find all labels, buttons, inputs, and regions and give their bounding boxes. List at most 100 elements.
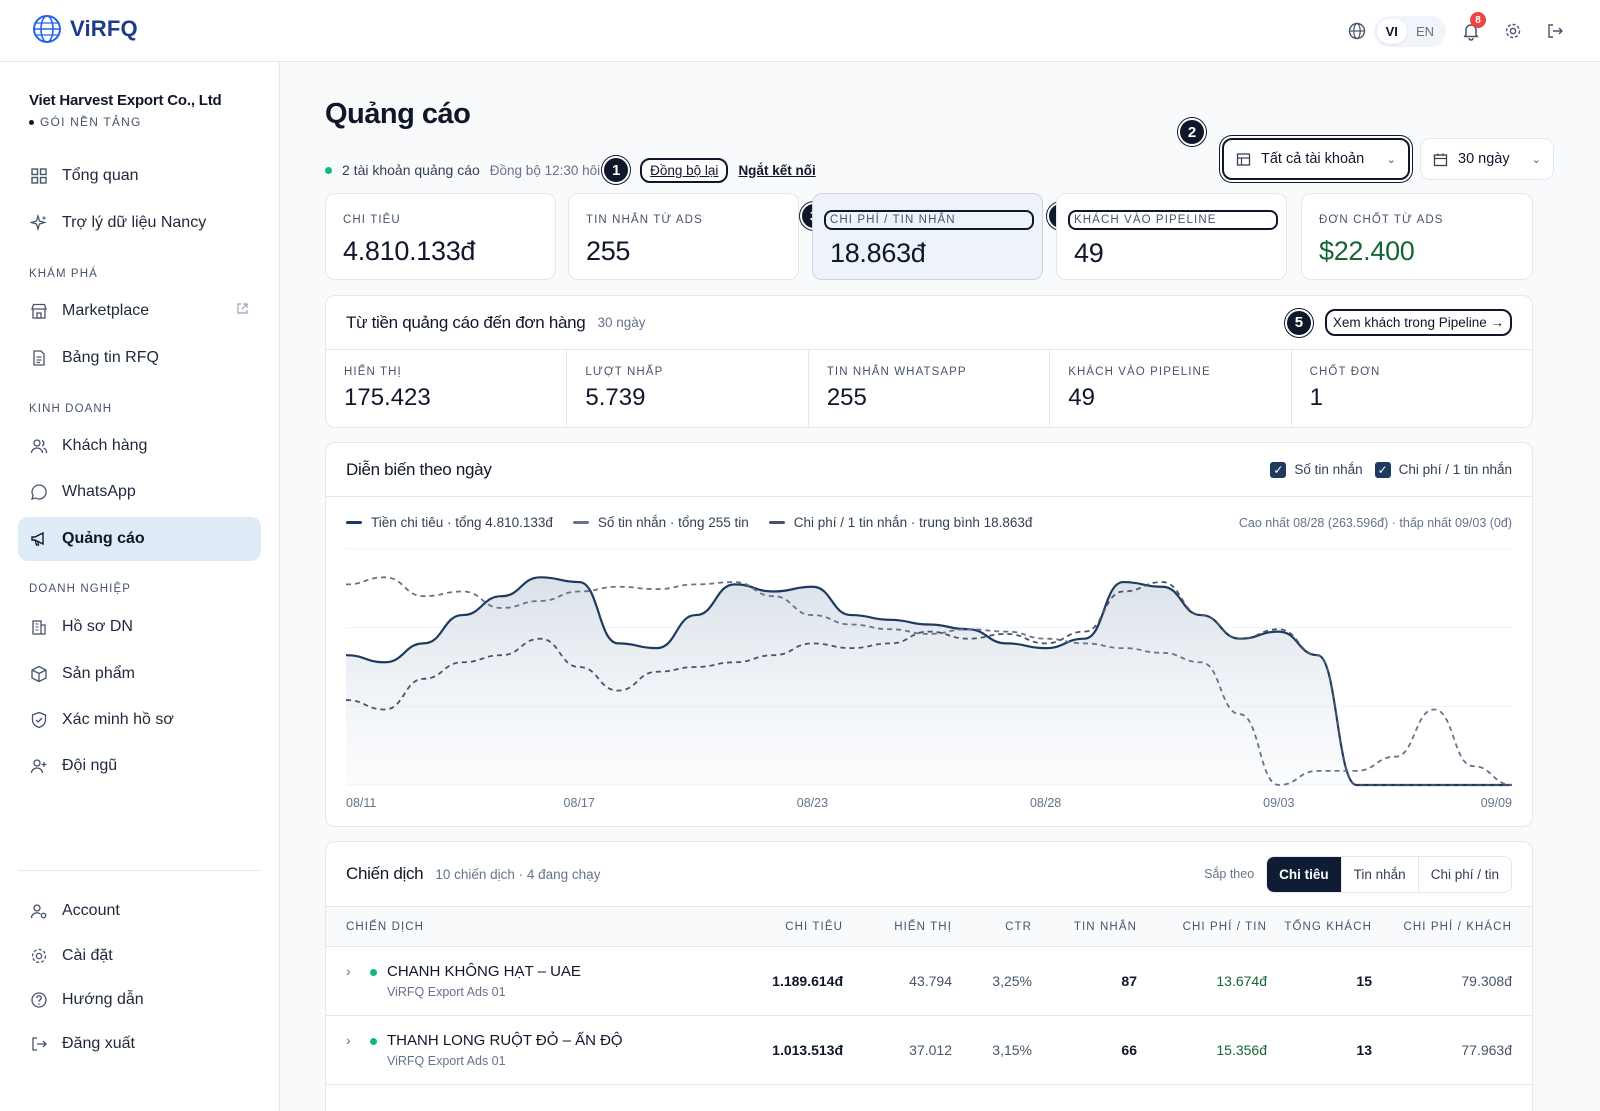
campaigns-title: Chiến dịch (346, 864, 424, 883)
funnel-label: TIN NHẮN WHATSAPP (826, 366, 967, 378)
check-icon: ✓ (1270, 461, 1287, 478)
account-select[interactable]: Tất cả tài khoản ⌄ (1222, 138, 1410, 180)
document-icon (29, 348, 49, 368)
col-cost-per-lead[interactable]: CHI PHÍ / KHÁCH (1403, 920, 1512, 933)
kpi-label: CHI TIÊU (343, 214, 401, 226)
checkbox-label: Chi phí / 1 tin nhắn (1398, 462, 1512, 477)
cell-cost-per-message: 15.356đ (1216, 1042, 1267, 1058)
date-range-select[interactable]: 30 ngày ⌄ (1420, 138, 1554, 180)
col-ctr[interactable]: CTR (1005, 920, 1032, 933)
sidebar-item-settings[interactable]: Cài đặt (18, 934, 261, 978)
sidebar-item-overview[interactable]: Tổng quan (18, 154, 261, 198)
logo-text: ViRFQ (70, 16, 138, 41)
campaign-account: ViRFQ Export Ads 01 (387, 1054, 506, 1068)
kpi-value: 49 (1074, 238, 1104, 268)
sidebar-item-verification[interactable]: Xác minh hồ sơ (18, 698, 261, 742)
kpi-messages[interactable]: TIN NHẮN TỪ ADS 255 (568, 193, 799, 280)
running-status-dot (370, 1038, 377, 1045)
kpi-label: CHI PHÍ / TIN NHẮN (824, 210, 1034, 230)
legend-swatch (572, 521, 589, 524)
sort-by-cost-per-message[interactable]: Chi phí / tin (1430, 866, 1499, 882)
x-tick-label: 09/09 (1481, 796, 1512, 810)
resync-button[interactable]: Đồng bộ lại (640, 157, 729, 183)
sidebar-item-products[interactable]: Sản phẩm (18, 652, 261, 696)
sidebar-item-whatsapp[interactable]: WhatsApp (18, 470, 261, 514)
notifications-bell-icon[interactable]: 8 (1454, 12, 1488, 48)
col-cost-per-message[interactable]: CHI PHÍ / TIN (1182, 920, 1267, 933)
plan-dot (29, 119, 34, 125)
x-tick-label: 08/11 (346, 796, 376, 810)
megaphone-icon (29, 529, 49, 549)
cell-total-leads: 13 (1356, 1042, 1372, 1058)
sidebar-item-help[interactable]: Hướng dẫn (18, 978, 261, 1022)
store-icon (29, 301, 49, 321)
chevron-down-icon: ⌄ (1531, 153, 1541, 166)
sidebar-item-logout[interactable]: Đăng xuất (18, 1022, 261, 1066)
lang-en[interactable]: EN (1415, 23, 1434, 39)
sparkles-icon (29, 213, 49, 233)
cell-cost-per-lead: 77.963đ (1461, 1042, 1512, 1058)
table-row[interactable]: › THANH LONG RUỘT ĐỎ – ẤN ĐỘ ViRFQ Export… (326, 1016, 1532, 1085)
company-name: Viet Harvest Export Co., Ltd (29, 92, 222, 109)
user-cog-icon (29, 901, 49, 921)
col-campaign[interactable]: CHIẾN DỊCH (346, 920, 425, 933)
language-globe-icon[interactable] (1340, 14, 1374, 48)
kpi-label: ĐƠN CHỐT TỪ ADS (1319, 214, 1444, 226)
cell-messages: 87 (1121, 973, 1137, 989)
funnel-value: 1 (1309, 384, 1323, 411)
sidebar-item-label: WhatsApp (62, 483, 136, 500)
grid-icon (29, 166, 49, 186)
sidebar-item-ads[interactable]: Quảng cáo (18, 517, 261, 561)
company-block[interactable]: Viet Harvest Export Co., Ltd GÓI NỀN TẢN… (29, 92, 222, 129)
settings-gear-icon[interactable] (1496, 14, 1530, 48)
sidebar-item-nancy[interactable]: Trợ lý dữ liệu Nancy (18, 201, 261, 245)
sidebar-divider (18, 870, 261, 871)
col-total-leads[interactable]: TỔNG KHÁCH (1284, 920, 1372, 933)
language-toggle[interactable]: VI EN (1373, 15, 1446, 47)
legend-spend: Tiền chi tiêu · tổng 4.810.133đ (346, 515, 553, 530)
sidebar-item-team[interactable]: Đội ngũ (18, 744, 261, 788)
sidebar-item-company-profile[interactable]: Hồ sơ DN (18, 605, 261, 649)
sidebar: Viet Harvest Export Co., Ltd GÓI NỀN TẢN… (0, 62, 280, 1111)
chevron-right-icon[interactable]: › (346, 1032, 351, 1048)
cost-per-message-checkbox[interactable]: ✓ Chi phí / 1 tin nhắn (1374, 461, 1512, 478)
campaign-info: CHANH KHÔNG HẠT – UAE ViRFQ Export Ads 01 (387, 963, 581, 999)
kpi-spend[interactable]: CHI TIÊU 4.810.133đ (325, 193, 556, 280)
sidebar-item-customers[interactable]: Khách hàng (18, 424, 261, 468)
col-messages[interactable]: TIN NHẮN (1073, 920, 1137, 933)
kpi-closed-deals[interactable]: ĐƠN CHỐT TỪ ADS $22.400 (1301, 193, 1533, 280)
table-row[interactable]: › CHANH KHÔNG HẠT – UAE ViRFQ Export Ads … (326, 947, 1532, 1016)
table-icon (1236, 152, 1251, 166)
logout-icon[interactable] (1538, 14, 1572, 48)
legend-label: Tiền chi tiêu · tổng 4.810.133đ (371, 515, 553, 530)
view-pipeline-button[interactable]: Xem khách trong Pipeline → (1324, 309, 1512, 336)
disconnect-link[interactable]: Ngắt kết nối (738, 162, 816, 178)
section-enterprise: DOANH NGHIỆP (29, 583, 132, 595)
chart-legend: Tiền chi tiêu · tổng 4.810.133đ Số tin n… (346, 515, 1512, 530)
kpi-pipeline[interactable]: KHÁCH VÀO PIPELINE 49 (1056, 193, 1287, 280)
col-spend[interactable]: CHI TIÊU (785, 920, 843, 933)
sidebar-item-rfq-board[interactable]: Bảng tin RFQ (18, 336, 261, 380)
funnel-closed: CHỐT ĐƠN 1 (1292, 350, 1532, 427)
running-status-dot (370, 969, 377, 976)
lang-vi[interactable]: VI (1376, 18, 1407, 44)
cell-spend: 1.189.614đ (772, 973, 843, 989)
sort-by-spend[interactable]: Chi tiêu (1267, 856, 1342, 892)
account-select-value: Tất cả tài khoản (1261, 151, 1365, 167)
col-impressions[interactable]: HIỂN THỊ (894, 920, 952, 933)
x-tick-label: 09/03 (1263, 796, 1294, 810)
funnel-value: 5.739 (585, 384, 646, 411)
chevron-right-icon[interactable]: › (346, 963, 351, 979)
funnel-label: LƯỢT NHẤP (585, 366, 664, 378)
messages-checkbox[interactable]: ✓ Số tin nhắn (1270, 461, 1363, 478)
sort-by-messages[interactable]: Tin nhắn (1342, 856, 1419, 892)
kpi-cost-per-message[interactable]: CHI PHÍ / TIN NHẮN 18.863đ (812, 193, 1043, 280)
funnel-header: Từ tiền quảng cáo đến đơn hàng 30 ngày 5… (326, 296, 1532, 350)
company-plan: GÓI NỀN TẢNG (29, 115, 222, 129)
sync-row: 2 tài khoản quảng cáo Đồng bộ 12:30 hôi … (325, 156, 816, 184)
sidebar-item-marketplace[interactable]: Marketplace (18, 289, 261, 333)
campaign-name: THANH LONG RUỘT ĐỎ – ẤN ĐỘ (387, 1032, 623, 1049)
logo[interactable]: ViRFQ (32, 14, 138, 44)
kpi-value: $22.400 (1319, 236, 1415, 266)
sidebar-item-account[interactable]: Account (18, 889, 261, 933)
